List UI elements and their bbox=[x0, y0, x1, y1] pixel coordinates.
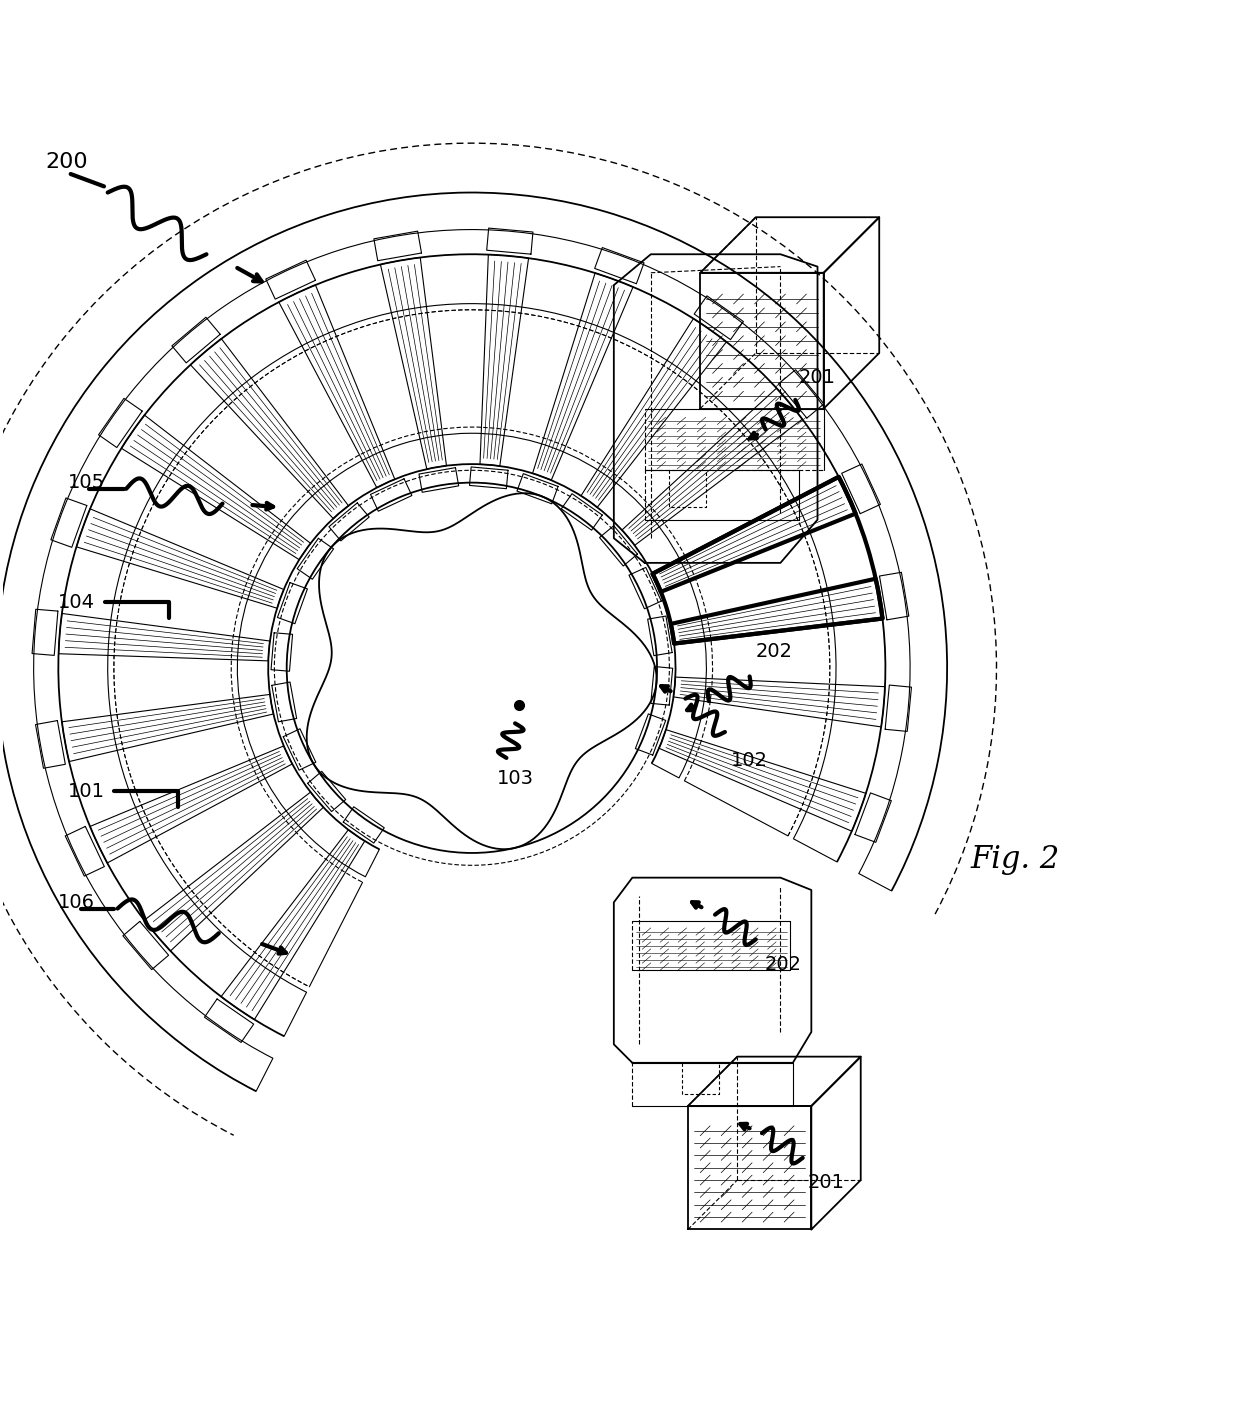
Text: 105: 105 bbox=[68, 474, 105, 492]
Text: 200: 200 bbox=[46, 152, 88, 172]
Text: 104: 104 bbox=[58, 593, 95, 611]
Text: Fig. 2: Fig. 2 bbox=[971, 843, 1060, 875]
Text: 101: 101 bbox=[68, 782, 105, 801]
Text: 202: 202 bbox=[764, 954, 801, 974]
Text: 102: 102 bbox=[732, 751, 768, 769]
Text: 201: 201 bbox=[799, 368, 836, 387]
Text: 201: 201 bbox=[807, 1173, 844, 1192]
Text: 103: 103 bbox=[496, 769, 533, 788]
Text: 106: 106 bbox=[58, 893, 95, 912]
Text: 202: 202 bbox=[756, 643, 792, 661]
